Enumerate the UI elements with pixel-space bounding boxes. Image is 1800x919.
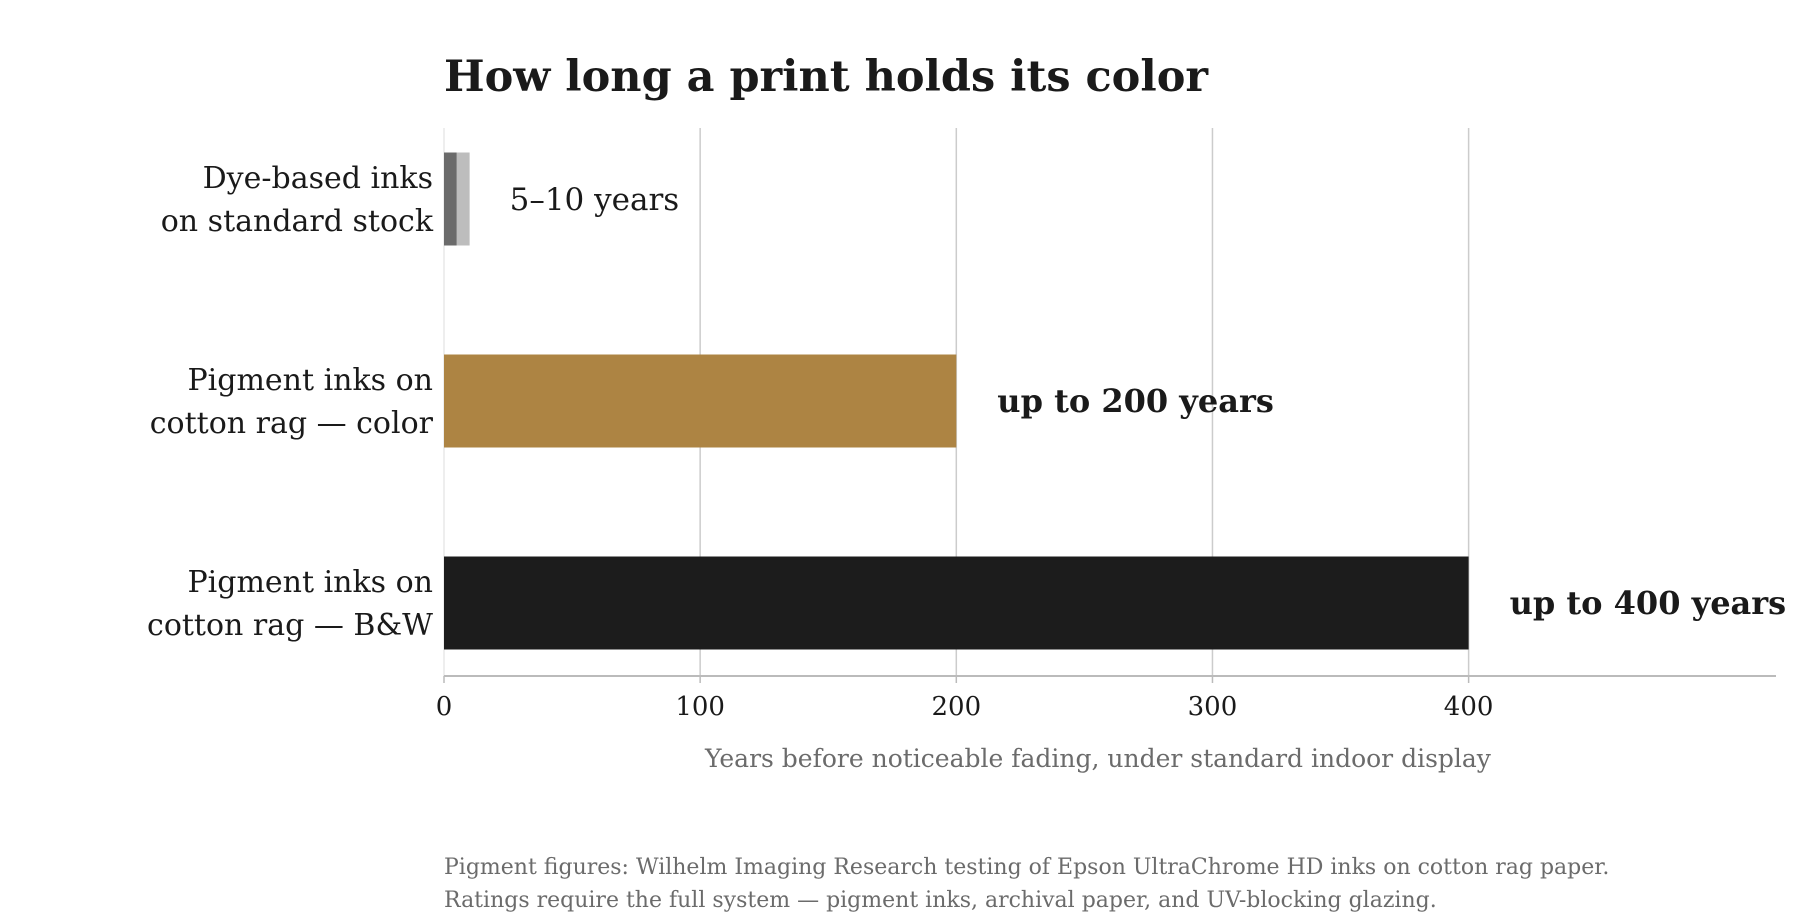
category-label: Dye-based inks on standard stock bbox=[161, 161, 434, 239]
bars bbox=[444, 152, 1469, 650]
x-tick-label: 100 bbox=[675, 692, 725, 722]
bar bbox=[444, 556, 1469, 650]
category-label-line: Pigment inks on bbox=[187, 565, 433, 600]
x-tick-label: 400 bbox=[1444, 692, 1494, 722]
category-label-line: Dye-based inks bbox=[203, 161, 433, 196]
category-label-line: on standard stock bbox=[161, 204, 434, 239]
x-tick-label: 200 bbox=[931, 692, 981, 722]
category-label-line: cotton rag — color bbox=[150, 406, 434, 441]
data-label: up to 200 years bbox=[997, 382, 1274, 420]
bar-range-segment bbox=[456, 152, 470, 246]
footnote-line-2: Ratings require the full system — pigmen… bbox=[444, 888, 1437, 913]
chart-title: How long a print holds its color bbox=[444, 52, 1209, 102]
category-label-line: cotton rag — B&W bbox=[147, 608, 433, 643]
data-labels: 5–10 years up to 200 years up to 400 years bbox=[510, 182, 1787, 622]
category-labels: Dye-based inks on standard stock Pigment i… bbox=[147, 161, 434, 643]
category-label: Pigment inks on cotton rag — color bbox=[150, 363, 434, 441]
footnote-line-1: Pigment figures: Wilhelm Imaging Researc… bbox=[444, 855, 1609, 880]
category-label: Pigment inks on cotton rag — B&W bbox=[147, 565, 433, 643]
data-label: up to 400 years bbox=[1510, 584, 1787, 622]
x-axis-label: Years before noticeable fading, under st… bbox=[704, 744, 1492, 773]
x-tick-label: 300 bbox=[1188, 692, 1238, 722]
data-label: 5–10 years bbox=[510, 182, 680, 218]
x-tick-label: 0 bbox=[436, 692, 453, 722]
bar bbox=[444, 354, 957, 448]
bar-min-segment bbox=[444, 152, 457, 246]
category-label-line: Pigment inks on bbox=[187, 363, 433, 398]
x-axis-ticks: 0 100 200 300 400 bbox=[436, 676, 1494, 722]
